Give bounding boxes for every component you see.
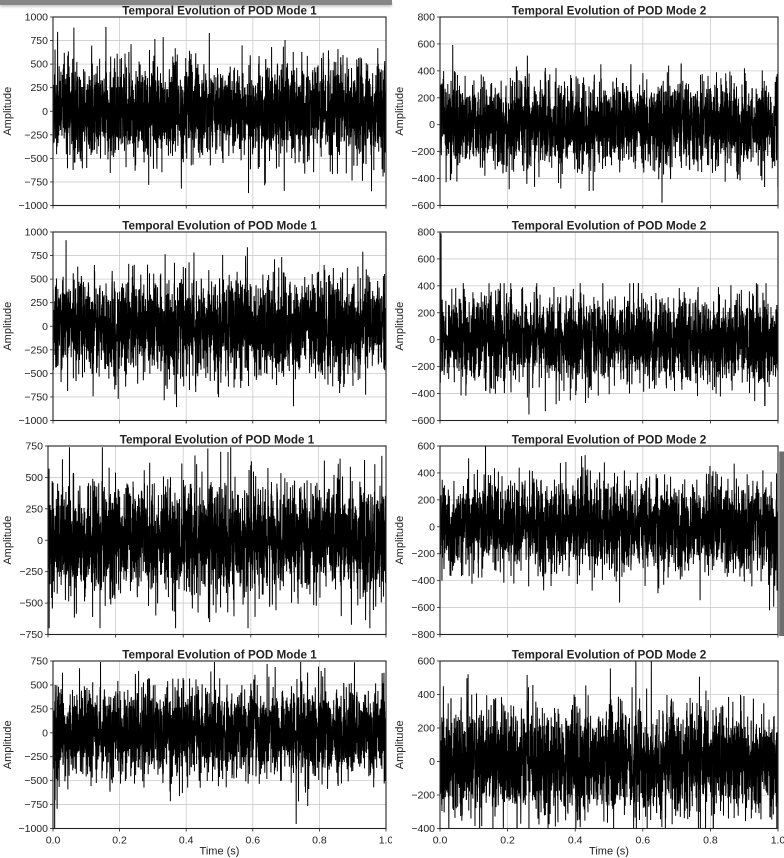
svg-text:0.4: 0.4 xyxy=(179,834,194,846)
svg-text:0.8: 0.8 xyxy=(703,834,718,846)
svg-text:600: 600 xyxy=(417,253,435,265)
svg-text:−750: −750 xyxy=(24,391,48,403)
svg-text:Temporal Evolution of POD Mode: Temporal Evolution of POD Mode 1 xyxy=(120,434,315,447)
svg-text:200: 200 xyxy=(417,92,435,104)
svg-text:750: 750 xyxy=(25,441,43,453)
svg-text:Temporal Evolution of POD Mode: Temporal Evolution of POD Mode 2 xyxy=(512,648,707,661)
svg-text:250: 250 xyxy=(25,503,43,515)
svg-text:−200: −200 xyxy=(411,548,435,560)
svg-text:400: 400 xyxy=(417,280,435,292)
svg-text:−600: −600 xyxy=(411,200,435,212)
svg-text:Amplitude: Amplitude xyxy=(2,516,14,565)
svg-text:250: 250 xyxy=(30,703,48,715)
svg-text:500: 500 xyxy=(30,59,48,71)
svg-text:0.0: 0.0 xyxy=(433,834,448,846)
svg-text:Amplitude: Amplitude xyxy=(394,516,406,565)
svg-text:−400: −400 xyxy=(411,173,435,185)
svg-text:500: 500 xyxy=(30,273,48,285)
svg-text:−400: −400 xyxy=(411,388,435,400)
svg-text:−400: −400 xyxy=(411,575,435,587)
svg-text:1000: 1000 xyxy=(25,12,49,24)
svg-text:800: 800 xyxy=(417,12,435,24)
svg-text:0.6: 0.6 xyxy=(635,834,650,846)
svg-text:−1000: −1000 xyxy=(19,200,49,212)
svg-text:−750: −750 xyxy=(19,629,43,641)
svg-text:0: 0 xyxy=(429,119,435,131)
svg-text:−1000: −1000 xyxy=(19,415,49,427)
svg-text:Amplitude: Amplitude xyxy=(394,87,406,136)
svg-text:400: 400 xyxy=(417,65,435,77)
svg-text:−250: −250 xyxy=(19,566,43,578)
svg-text:750: 750 xyxy=(30,35,48,47)
svg-text:−500: −500 xyxy=(19,598,43,610)
svg-text:−400: −400 xyxy=(411,823,435,835)
svg-text:400: 400 xyxy=(417,467,435,479)
svg-text:0: 0 xyxy=(42,106,48,118)
svg-text:0.4: 0.4 xyxy=(568,834,583,846)
svg-text:−200: −200 xyxy=(411,789,435,801)
svg-text:200: 200 xyxy=(417,494,435,506)
svg-text:400: 400 xyxy=(417,689,435,701)
svg-text:0: 0 xyxy=(429,334,435,346)
svg-text:−500: −500 xyxy=(24,153,48,165)
svg-text:0.2: 0.2 xyxy=(112,834,127,846)
svg-text:Amplitude: Amplitude xyxy=(2,87,14,136)
svg-text:−200: −200 xyxy=(411,146,435,158)
svg-text:1000: 1000 xyxy=(25,226,49,238)
svg-text:Temporal Evolution of POD Mode: Temporal Evolution of POD Mode 1 xyxy=(122,648,317,661)
svg-text:Temporal Evolution of POD Mode: Temporal Evolution of POD Mode 1 xyxy=(122,219,317,232)
svg-text:−750: −750 xyxy=(24,799,48,811)
svg-text:−1000: −1000 xyxy=(19,823,49,835)
svg-text:Amplitude: Amplitude xyxy=(394,301,406,350)
svg-text:−750: −750 xyxy=(24,176,48,188)
svg-text:0.6: 0.6 xyxy=(245,834,260,846)
svg-text:600: 600 xyxy=(417,655,435,667)
svg-text:Temporal Evolution of POD Mode: Temporal Evolution of POD Mode 2 xyxy=(512,434,707,447)
svg-text:−600: −600 xyxy=(411,602,435,614)
svg-text:0: 0 xyxy=(42,727,48,739)
svg-text:600: 600 xyxy=(417,38,435,50)
svg-text:−250: −250 xyxy=(24,129,48,141)
svg-text:Amplitude: Amplitude xyxy=(394,720,406,769)
svg-text:−250: −250 xyxy=(24,751,48,763)
svg-text:250: 250 xyxy=(30,82,48,94)
svg-text:200: 200 xyxy=(417,307,435,319)
svg-text:0: 0 xyxy=(37,535,43,547)
svg-text:Amplitude: Amplitude xyxy=(2,301,14,350)
svg-text:200: 200 xyxy=(417,722,435,734)
svg-text:−250: −250 xyxy=(24,344,48,356)
svg-text:Amplitude: Amplitude xyxy=(2,720,14,769)
svg-text:0: 0 xyxy=(429,756,435,768)
svg-text:Temporal Evolution of POD Mode: Temporal Evolution of POD Mode 1 xyxy=(122,5,317,18)
svg-text:0: 0 xyxy=(42,320,48,332)
svg-text:600: 600 xyxy=(417,441,435,453)
svg-text:500: 500 xyxy=(25,472,43,484)
svg-text:0.8: 0.8 xyxy=(312,834,327,846)
svg-text:250: 250 xyxy=(30,297,48,309)
svg-text:−500: −500 xyxy=(24,775,48,787)
svg-text:−500: −500 xyxy=(24,367,48,379)
svg-text:−600: −600 xyxy=(411,415,435,427)
svg-text:Time (s): Time (s) xyxy=(200,845,240,857)
svg-text:Time (s): Time (s) xyxy=(589,845,629,857)
svg-text:−800: −800 xyxy=(411,629,435,641)
svg-text:0: 0 xyxy=(429,521,435,533)
svg-text:Temporal Evolution of POD Mode: Temporal Evolution of POD Mode 2 xyxy=(512,5,707,18)
svg-text:750: 750 xyxy=(30,655,48,667)
svg-text:1.0: 1.0 xyxy=(771,834,784,846)
svg-text:800: 800 xyxy=(417,226,435,238)
svg-text:750: 750 xyxy=(30,250,48,262)
svg-text:500: 500 xyxy=(30,679,48,691)
svg-text:Temporal Evolution of POD Mode: Temporal Evolution of POD Mode 2 xyxy=(512,219,707,232)
svg-text:0.0: 0.0 xyxy=(46,834,61,846)
svg-text:0.2: 0.2 xyxy=(500,834,515,846)
svg-text:−200: −200 xyxy=(411,361,435,373)
